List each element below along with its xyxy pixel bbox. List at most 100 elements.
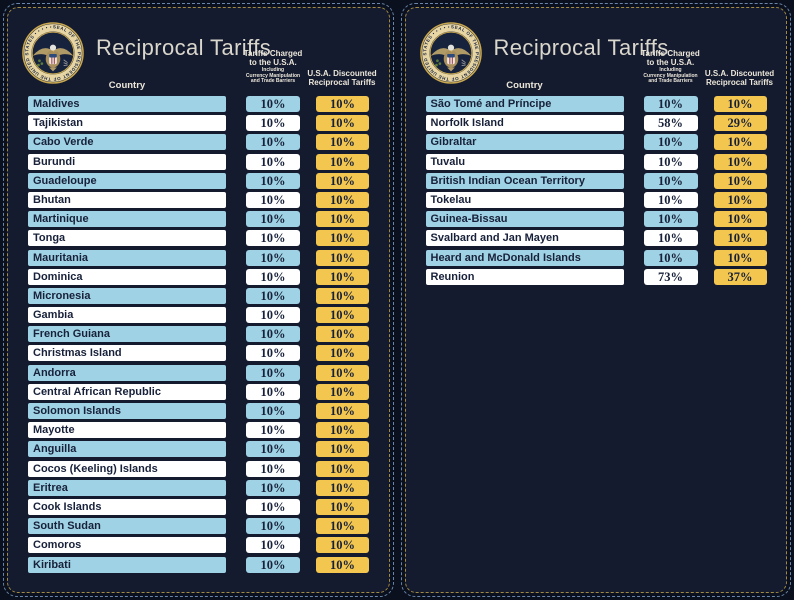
discounted-tariff-cell: 10%	[316, 211, 369, 228]
tariff-table-left: Maldives 10% 10% Tajikistan 10% 10% Cabo Verde…	[28, 96, 379, 576]
discounted-tariff-cell: 37%	[713, 268, 767, 285]
charged-header-line2: to the U.S.A.	[249, 58, 297, 67]
table-row: Heard and McDonald Islands 10% 10%	[425, 249, 777, 266]
country-cell: Heard and McDonald Islands	[425, 249, 624, 266]
table-row: Andorra 10% 10%	[28, 364, 379, 381]
country-cell: Cabo Verde	[28, 134, 226, 151]
table-row: Reunion 73% 37%	[425, 268, 777, 285]
discounted-tariff-cell: 10%	[316, 172, 369, 189]
column-header-tariffs-charged: Tariffs Charged to the U.S.A. Including …	[233, 49, 313, 85]
charged-tariff-cell: 10%	[643, 230, 698, 247]
discounted-tariff-cell: 10%	[316, 383, 369, 400]
charged-header-sub1: Including	[261, 67, 285, 73]
country-cell: Maldives	[28, 96, 226, 112]
table-row: Christmas Island 10% 10%	[28, 345, 379, 362]
discounted-tariff-cell: 10%	[713, 153, 767, 170]
discounted-tariff-cell: 10%	[316, 191, 369, 208]
discounted-tariff-cell: 10%	[316, 115, 369, 132]
table-row: Mauritania 10% 10%	[28, 249, 379, 266]
charged-tariff-cell: 10%	[643, 134, 698, 151]
table-row: São Tomé and Príncipe 10% 10%	[425, 96, 777, 112]
discounted-tariff-cell: 10%	[713, 191, 767, 208]
country-cell: Norfolk Island	[425, 115, 624, 132]
table-row: Guinea-Bissau 10% 10%	[425, 211, 777, 228]
country-cell: Micronesia	[28, 287, 226, 304]
charged-tariff-cell: 10%	[246, 268, 300, 285]
discounted-tariff-cell: 10%	[316, 460, 369, 477]
table-row: Anguilla 10% 10%	[28, 441, 379, 458]
country-cell: Anguilla	[28, 441, 226, 458]
charged-tariff-cell: 10%	[246, 403, 300, 419]
charged-tariff-cell: 10%	[246, 479, 300, 496]
charged-tariff-cell: 10%	[246, 153, 300, 170]
table-row: Burundi 10% 10%	[28, 153, 379, 170]
country-cell: Comoros	[28, 537, 226, 554]
charged-header-sub2: Currency Manipulation	[643, 72, 698, 79]
table-row: Tajikistan 10% 10%	[28, 115, 379, 132]
charged-tariff-cell: 10%	[246, 172, 300, 189]
discounted-tariff-cell: 10%	[316, 134, 369, 151]
table-row: Dominica 10% 10%	[28, 268, 379, 285]
country-cell: Svalbard and Jan Mayen	[425, 230, 624, 247]
charged-tariff-cell: 10%	[246, 191, 300, 208]
panel-right-inner: SEAL OF THE PRESIDENT OF THE UNITED STAT…	[404, 7, 787, 593]
country-cell: Cocos (Keeling) Islands	[28, 460, 226, 477]
discounted-tariff-cell: 10%	[316, 96, 369, 112]
table-row: Tonga 10% 10%	[28, 230, 379, 247]
discounted-tariff-cell: 10%	[713, 249, 767, 266]
charged-header-sub3: and Trade Barriers	[648, 78, 693, 84]
charged-header-sub3: and Trade Barriers	[250, 78, 296, 84]
table-row: Central African Republic 10% 10%	[28, 383, 379, 400]
column-header-tariffs-charged: Tariffs Charged to the U.S.A. Including …	[631, 49, 711, 85]
charged-tariff-cell: 10%	[246, 537, 300, 554]
table-row: Mayotte 10% 10%	[28, 422, 379, 439]
discounted-tariff-cell: 10%	[316, 403, 369, 419]
table-row: Cabo Verde 10% 10%	[28, 134, 379, 151]
discounted-tariff-cell: 10%	[316, 345, 369, 362]
country-cell: Mayotte	[28, 422, 226, 439]
charged-tariff-cell: 10%	[246, 115, 300, 132]
column-header-country: Country	[108, 80, 146, 91]
discounted-tariff-cell: 10%	[713, 96, 767, 112]
table-row: Bhutan 10% 10%	[28, 191, 379, 208]
country-cell: Cook Islands	[28, 498, 226, 515]
charged-header-sub2: Currency Manipulation	[245, 72, 301, 79]
charged-tariff-cell: 10%	[246, 96, 300, 112]
table-row: Eritrea 10% 10%	[28, 479, 379, 496]
discounted-tariff-cell: 10%	[316, 537, 369, 554]
discounted-tariff-cell: 10%	[316, 249, 369, 266]
country-cell: Christmas Island	[28, 345, 226, 362]
charged-tariff-cell: 10%	[643, 96, 698, 112]
country-cell: Tonga	[28, 230, 226, 247]
charged-tariff-cell: 10%	[643, 191, 698, 208]
charged-tariff-cell: 10%	[246, 498, 300, 515]
charged-tariff-cell: 10%	[246, 460, 300, 477]
discounted-tariff-cell: 10%	[316, 307, 369, 324]
country-cell: São Tomé and Príncipe	[425, 96, 624, 112]
country-cell: British Indian Ocean Territory	[425, 172, 624, 189]
charged-tariff-cell: 10%	[643, 153, 698, 170]
country-cell: Burundi	[28, 153, 226, 170]
charged-tariff-cell: 10%	[246, 556, 300, 573]
charged-tariff-cell: 10%	[246, 364, 300, 381]
country-cell: Bhutan	[28, 191, 226, 208]
discounted-header-line1: U.S.A. Discounted	[704, 69, 775, 78]
country-cell: Tuvalu	[425, 153, 624, 170]
charged-tariff-cell: 10%	[246, 441, 300, 458]
discounted-tariff-cell: 10%	[316, 364, 369, 381]
panel-left-inner: SEAL OF THE PRESIDENT OF THE UNITED STAT…	[7, 7, 390, 593]
charged-tariff-cell: 10%	[246, 249, 300, 266]
charged-header-sub1: Including	[659, 67, 682, 73]
discounted-tariff-cell: 10%	[713, 134, 767, 151]
charged-tariff-cell: 10%	[246, 422, 300, 439]
country-cell: Guinea-Bissau	[425, 211, 624, 228]
charged-tariff-cell: 10%	[246, 307, 300, 324]
country-cell: Andorra	[28, 364, 226, 381]
charged-tariff-cell: 58%	[643, 115, 698, 132]
panel-right: SEAL OF THE PRESIDENT OF THE UNITED STAT…	[400, 3, 791, 597]
page-title: Reciprocal Tariffs	[96, 35, 272, 60]
discounted-tariff-cell: 10%	[316, 326, 369, 343]
table-row: Micronesia 10% 10%	[28, 287, 379, 304]
discounted-tariff-cell: 10%	[713, 230, 767, 247]
column-header-discounted: U.S.A. Discounted Reciprocal Tariffs	[702, 69, 778, 87]
